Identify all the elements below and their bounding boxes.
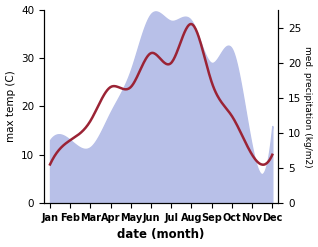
X-axis label: date (month): date (month) (117, 228, 205, 242)
Y-axis label: med. precipitation (kg/m2): med. precipitation (kg/m2) (303, 45, 313, 167)
Y-axis label: max temp (C): max temp (C) (5, 70, 16, 142)
